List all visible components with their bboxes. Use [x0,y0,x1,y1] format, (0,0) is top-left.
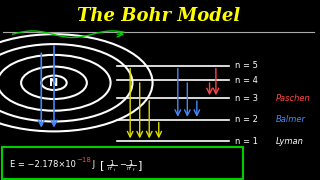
Text: −: − [119,160,126,169]
Text: n²: n² [126,166,132,171]
Text: J: J [91,160,96,169]
Text: 1: 1 [129,159,133,166]
Text: n²: n² [107,166,113,171]
Text: E = −2.178×10: E = −2.178×10 [10,160,76,169]
Text: n = 3: n = 3 [235,94,258,103]
Text: Paschen: Paschen [276,94,311,103]
Text: −18: −18 [76,157,91,163]
Text: n = 4: n = 4 [235,76,258,85]
Text: Balmer: Balmer [276,115,306,124]
Text: 1: 1 [109,159,114,166]
Text: n = 5: n = 5 [235,61,258,70]
Text: N: N [49,78,59,88]
Text: f: f [133,168,134,172]
Text: The Bohr Model: The Bohr Model [77,7,240,25]
Text: ]: ] [138,160,142,170]
Text: n = 2: n = 2 [235,115,258,124]
Text: i: i [114,168,115,172]
Text: Lyman: Lyman [276,137,304,146]
Text: [: [ [100,160,105,170]
Text: n = 1: n = 1 [235,137,258,146]
